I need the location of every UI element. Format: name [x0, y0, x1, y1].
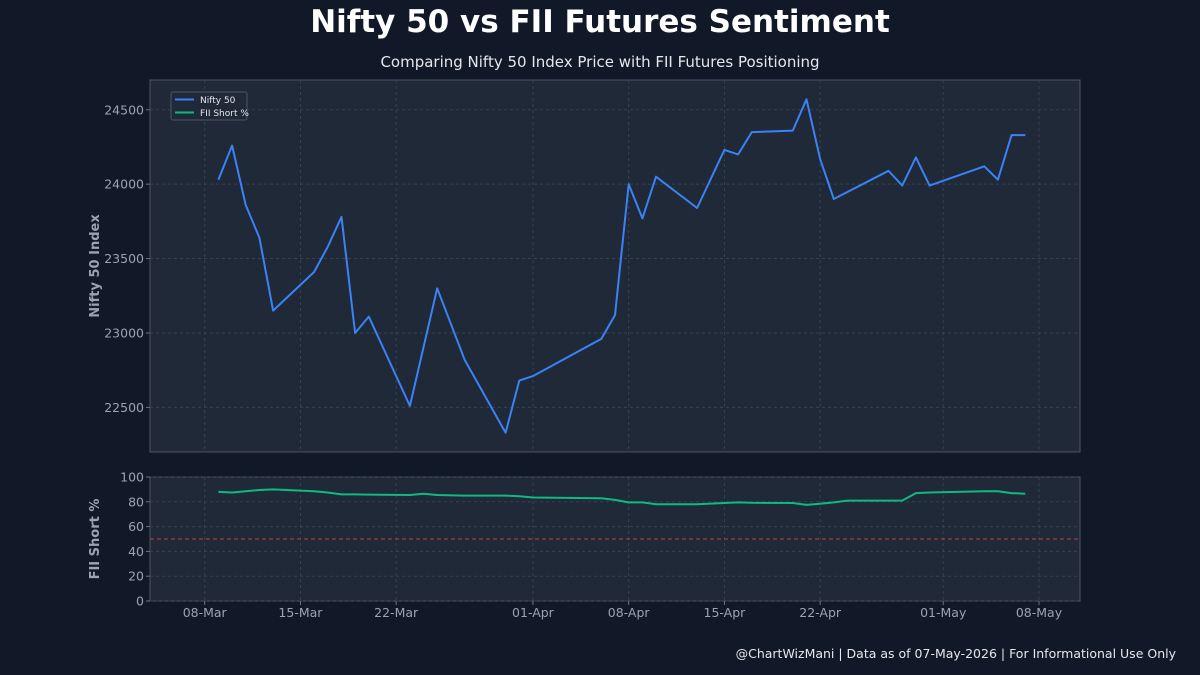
chart-title: Nifty 50 vs FII Futures Sentiment	[310, 4, 890, 40]
y-tick-label: 80	[128, 494, 144, 509]
x-tick-label: 22-Mar	[374, 605, 419, 620]
x-tick-label: 15-Apr	[704, 605, 747, 620]
nifty-axis-title: Nifty 50 Index	[88, 214, 103, 318]
x-axis: 08-Mar 15-Mar 22-Mar 01-Apr 08-Apr 15-Apr 22-A…	[183, 601, 1063, 620]
x-tick-label: 08-Apr	[608, 605, 651, 620]
fii-short-series-line	[218, 488, 1026, 506]
y-tick-label: 23500	[104, 251, 144, 266]
x-tick-label: 08-Mar	[183, 605, 228, 620]
y-tick-label: 0	[136, 594, 144, 609]
nifty-plot-area	[149, 79, 1081, 453]
fii-short-axis-title: FII Short %	[88, 499, 103, 580]
y-tick-label: 24000	[104, 177, 144, 192]
nifty-50-series-line	[217, 98, 1026, 434]
legend-label-fii: FII Short %	[200, 109, 249, 119]
x-tick-label: 22-Apr	[799, 605, 842, 620]
legend: Nifty 50 FII Short %	[170, 91, 249, 121]
x-tick-label: 15-Mar	[278, 605, 323, 620]
legend-label-nifty: Nifty 50	[200, 96, 236, 106]
y-tick-label: 60	[128, 519, 144, 534]
chart-subtitle: Comparing Nifty 50 Index Price with FII …	[380, 53, 820, 71]
y-tick-label: 20	[128, 569, 144, 584]
x-tick-label: 01-Apr	[512, 605, 555, 620]
x-tick-label: 01-May	[920, 605, 967, 620]
y-tick-label: 100	[120, 470, 144, 485]
x-tick-label: 08-May	[1016, 605, 1063, 620]
nifty-panel: 22500 23000 23500 24000 24500 Nifty 50 Index N…	[88, 79, 1081, 453]
y-tick-label: 24500	[104, 102, 144, 117]
y-tick-label: 23000	[104, 325, 144, 340]
fii-short-panel: 0 20 40 60 80 100 FII Short %	[88, 470, 1081, 609]
footer-note: @ChartWizMani | Data as of 07-May-2026 |…	[735, 646, 1176, 661]
y-tick-label: 40	[128, 544, 144, 559]
y-tick-label: 22500	[104, 400, 144, 415]
